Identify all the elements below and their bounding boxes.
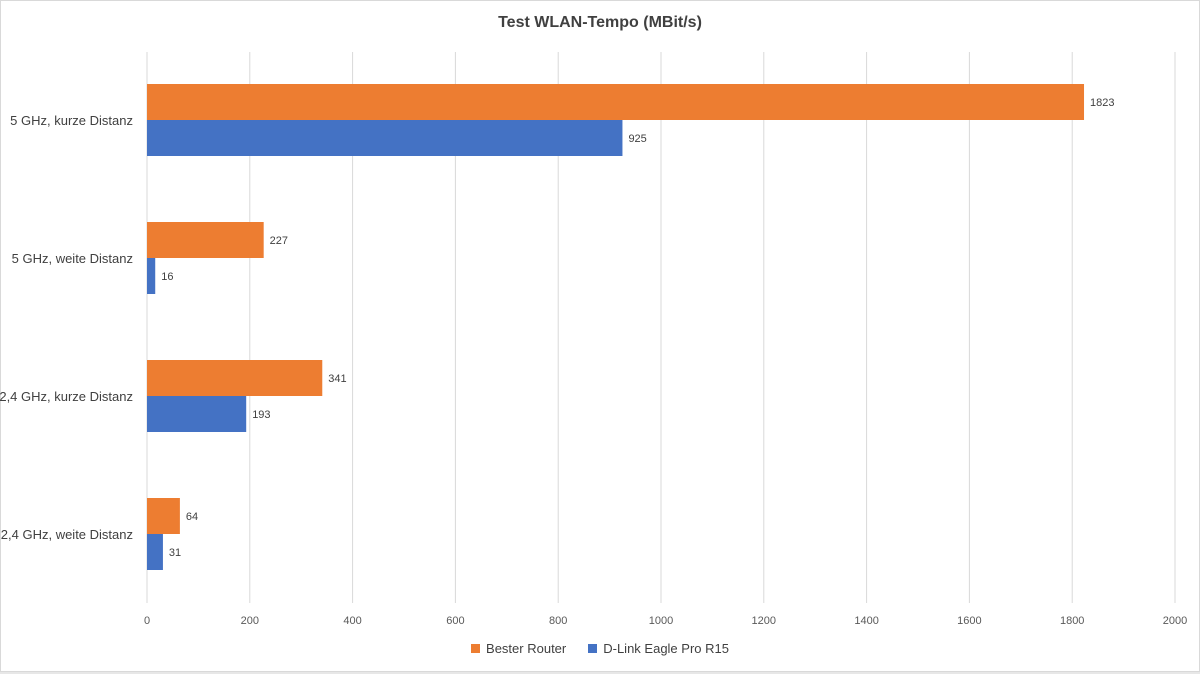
category-label: 2,4 GHz, kurze Distanz: [0, 389, 133, 404]
data-label: 64: [186, 511, 198, 523]
legend-item-bester-router: Bester Router: [471, 641, 566, 656]
bar-dlink: [147, 534, 163, 570]
bar-dlink: [147, 120, 623, 156]
bar-bester-router: [147, 84, 1085, 120]
chart-title: Test WLAN-Tempo (MBit/s): [498, 14, 702, 31]
x-tick-label: 1000: [649, 615, 673, 627]
legend-swatch-orange: [471, 644, 481, 653]
x-tick-label: 400: [343, 615, 361, 627]
category-label: 2,4 GHz, weite Distanz: [1, 527, 133, 542]
legend-item-dlink: D-Link Eagle Pro R15: [588, 641, 729, 656]
bottom-strip: [0, 672, 1200, 674]
bar-bester-router: [147, 360, 323, 396]
legend: Bester Router D-Link Eagle Pro R15: [0, 641, 1200, 656]
data-label: 341: [328, 373, 346, 385]
x-tick-label: 1800: [1060, 615, 1084, 627]
x-tick-label: 2000: [1163, 615, 1187, 627]
category-label: 5 GHz, kurze Distanz: [10, 113, 133, 128]
x-tick-label: 600: [446, 615, 464, 627]
legend-label: D-Link Eagle Pro R15: [603, 641, 729, 656]
x-tick-label: 800: [549, 615, 567, 627]
data-label: 31: [169, 547, 181, 559]
legend-label: Bester Router: [486, 641, 567, 656]
data-label: 1823: [1090, 97, 1114, 109]
data-label: 16: [161, 271, 173, 283]
x-tick-label: 200: [241, 615, 259, 627]
bar-bester-router: [147, 222, 264, 258]
bar-bester-router: [147, 498, 180, 534]
data-label: 193: [252, 409, 270, 421]
x-tick-label: 1600: [957, 615, 981, 627]
bar-dlink: [147, 396, 247, 432]
x-tick-label: 1200: [752, 615, 776, 627]
x-tick-label: 1400: [854, 615, 878, 627]
category-label: 5 GHz, weite Distanz: [12, 251, 133, 266]
x-tick-label: 0: [144, 615, 150, 627]
data-label: 925: [628, 133, 646, 145]
data-label: 227: [270, 235, 288, 247]
legend-swatch-blue: [588, 644, 598, 653]
bar-dlink: [147, 258, 156, 294]
